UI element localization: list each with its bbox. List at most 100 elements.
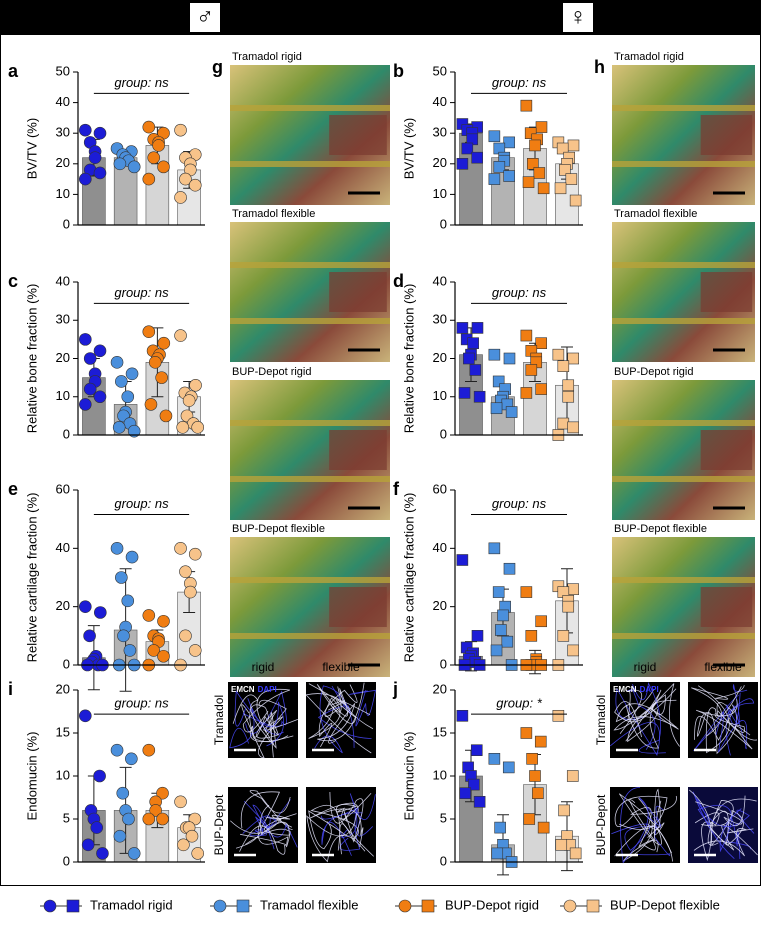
data-point	[535, 615, 547, 628]
data-point	[532, 787, 544, 800]
male-box	[190, 3, 220, 32]
data-point	[157, 649, 170, 663]
data-point	[470, 744, 483, 757]
data-point	[569, 847, 582, 860]
data-point	[492, 586, 505, 598]
panel-letter: e	[8, 479, 18, 499]
data-point	[177, 838, 190, 852]
y-tick-label: 30	[56, 312, 70, 327]
y-axis-label: BV/TV (%)	[401, 118, 416, 179]
column-label: rigid	[634, 660, 657, 674]
panel-letter: b	[393, 61, 404, 81]
y-axis-label: Relative bone fraction (%)	[401, 284, 416, 434]
legend-label: BUP-Depot rigid	[445, 897, 539, 912]
data-point	[125, 367, 139, 381]
marrow	[700, 272, 753, 312]
y-axis-label: Relative bone fraction (%)	[24, 284, 39, 434]
data-point	[83, 629, 96, 643]
data-point	[142, 609, 156, 622]
y-tick-label: 5	[63, 810, 70, 825]
y-tick-label: 60	[56, 481, 70, 496]
data-point	[534, 735, 547, 748]
data-point	[79, 172, 92, 186]
data-point	[488, 542, 501, 555]
data-point	[88, 151, 102, 164]
vessel	[329, 792, 364, 855]
data-point	[501, 635, 514, 648]
data-point	[191, 421, 204, 434]
data-point	[494, 821, 506, 834]
data-point	[567, 644, 579, 657]
data-point	[81, 838, 95, 852]
data-point	[144, 398, 158, 411]
legend-circle	[213, 899, 227, 913]
y-tick-label: 60	[433, 481, 447, 496]
data-point	[115, 375, 128, 388]
data-point	[90, 821, 104, 834]
panel-letter: a	[8, 61, 19, 81]
data-point	[147, 644, 161, 657]
data-point	[147, 151, 161, 164]
y-tick-label: 20	[433, 681, 447, 696]
data-point	[492, 375, 505, 388]
data-point	[110, 542, 124, 555]
marrow	[329, 115, 387, 155]
y-tick-label: 50	[56, 63, 70, 78]
bone-band	[612, 420, 755, 426]
bone-band	[230, 476, 390, 482]
data-point	[189, 378, 202, 392]
data-point	[157, 336, 171, 350]
y-axis-label: Endomucin (%)	[401, 732, 416, 821]
marrow	[700, 430, 753, 470]
data-point	[491, 847, 504, 860]
vessel	[234, 690, 285, 747]
y-tick-label: 0	[63, 853, 70, 868]
data-point	[142, 172, 156, 186]
data-point	[83, 382, 97, 396]
stain-name: DAPI	[640, 685, 659, 694]
vessel	[308, 697, 341, 739]
vessel	[697, 798, 742, 853]
image-label: Tramadol flexible	[614, 208, 697, 220]
data-point	[142, 325, 156, 339]
data-point	[535, 121, 548, 133]
data-point	[503, 136, 515, 149]
data-point	[526, 752, 538, 765]
data-point	[93, 126, 107, 140]
vessel	[707, 798, 757, 846]
stain-name: EMCN	[231, 685, 255, 694]
image-label: BUP-Depot rigid	[232, 366, 311, 378]
data-point	[557, 417, 570, 430]
y-tick-label: 40	[433, 94, 447, 109]
y-tick-label: 40	[56, 273, 70, 288]
y-axis-label: Relative cartilage fraction (%)	[24, 493, 39, 663]
y-tick-label: 20	[56, 155, 70, 170]
data-point	[488, 752, 501, 765]
marrow	[329, 272, 387, 312]
bone-band	[612, 476, 755, 482]
legend-square	[236, 899, 250, 913]
row-label: BUP-Depot	[594, 794, 608, 855]
data-point	[562, 379, 575, 392]
data-point	[505, 406, 518, 418]
data-point	[174, 542, 187, 555]
data-point	[125, 752, 138, 766]
vessel	[306, 812, 366, 863]
legend-square	[586, 899, 600, 913]
vessel	[695, 795, 746, 827]
data-point	[456, 322, 469, 334]
y-tick-label: 10	[56, 186, 70, 201]
vessel	[341, 793, 376, 839]
y-tick-label: 30	[56, 125, 70, 140]
annotation: group: ns	[492, 496, 547, 511]
data-point	[535, 383, 547, 395]
data-point	[127, 847, 141, 860]
data-point	[152, 139, 165, 152]
vessel	[317, 682, 365, 744]
panel-letter: h	[594, 57, 605, 77]
vessel	[328, 699, 371, 724]
vessel	[693, 828, 754, 857]
annotation: group: ns	[492, 75, 547, 90]
data-point	[567, 139, 580, 152]
